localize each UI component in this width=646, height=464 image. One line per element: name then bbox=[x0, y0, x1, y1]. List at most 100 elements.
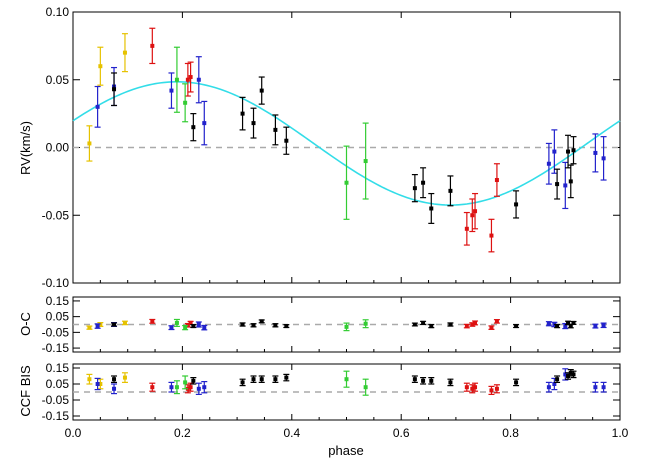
point-marker bbox=[273, 127, 278, 132]
bis-data-point bbox=[190, 377, 197, 385]
point-marker bbox=[568, 324, 573, 329]
rv-data-point bbox=[190, 113, 197, 142]
rv-data-point bbox=[567, 164, 574, 199]
rv-data-point bbox=[250, 107, 257, 139]
bis-data-point bbox=[592, 381, 599, 393]
bis-data-point bbox=[97, 378, 104, 390]
rv-data-point bbox=[187, 61, 194, 93]
point-marker bbox=[185, 77, 190, 82]
point-marker bbox=[191, 125, 196, 130]
oc-data-point bbox=[149, 318, 156, 324]
bis-data-point bbox=[428, 377, 435, 385]
point-marker bbox=[489, 325, 494, 330]
point-marker bbox=[494, 386, 499, 391]
bis-data-point bbox=[121, 372, 128, 383]
point-marker bbox=[568, 370, 573, 375]
rv-ytick-label: 0.10 bbox=[46, 5, 70, 19]
point-marker bbox=[363, 385, 368, 390]
rv-data-point bbox=[111, 72, 118, 107]
bis-data-point bbox=[149, 382, 156, 392]
point-marker bbox=[421, 320, 426, 325]
point-marker bbox=[473, 385, 478, 390]
oc-data-point bbox=[86, 325, 93, 330]
rv-panel: -0.10 -0.05 0.00 0.05 0.10 bbox=[42, 5, 621, 290]
rv-data-point bbox=[343, 145, 350, 220]
point-marker bbox=[563, 372, 568, 377]
point-marker bbox=[363, 321, 368, 326]
point-marker bbox=[183, 100, 188, 105]
point-marker bbox=[601, 156, 606, 161]
oc-data-point bbox=[250, 323, 257, 328]
oc-data-point bbox=[554, 323, 561, 329]
rv-data-point bbox=[420, 167, 427, 199]
point-marker bbox=[344, 324, 349, 329]
rv-data-point bbox=[551, 129, 558, 174]
rv-data-point bbox=[592, 133, 599, 173]
oc-data-point bbox=[111, 322, 118, 327]
rv-ytick-label: -0.05 bbox=[42, 208, 70, 222]
point-marker bbox=[412, 377, 417, 382]
oc-data-point bbox=[545, 321, 552, 327]
point-marker bbox=[429, 378, 434, 383]
point-marker bbox=[169, 88, 174, 93]
oc-data-point bbox=[283, 324, 290, 329]
rv-data-point bbox=[94, 85, 101, 128]
bis-data-point bbox=[182, 375, 189, 390]
point-marker bbox=[571, 148, 576, 153]
point-marker bbox=[95, 382, 100, 386]
point-marker bbox=[202, 325, 207, 330]
rv-data-point bbox=[97, 46, 104, 86]
rv-data-point bbox=[201, 100, 208, 146]
point-marker bbox=[202, 385, 207, 390]
point-marker bbox=[169, 325, 174, 330]
point-marker bbox=[112, 386, 117, 391]
point-marker bbox=[202, 121, 207, 126]
rv-data-point bbox=[447, 175, 454, 207]
rv-data-point bbox=[173, 46, 180, 113]
bis-ytick-label: 0.05 bbox=[46, 377, 70, 391]
bis-data-point bbox=[195, 382, 202, 395]
oc-data-point bbox=[272, 323, 279, 328]
bis-data-point bbox=[420, 377, 427, 385]
oc-data-point bbox=[239, 322, 246, 327]
x-tick-label: 0.0 bbox=[65, 426, 82, 440]
point-marker bbox=[555, 377, 560, 382]
oc-panel: -0.15 -0.050.05 0.15 bbox=[42, 294, 621, 355]
rv-data-point bbox=[472, 192, 479, 230]
bis-data-point bbox=[201, 381, 208, 394]
oc-data-point bbox=[447, 322, 454, 327]
bis-data-point bbox=[493, 384, 500, 394]
oc-data-point bbox=[411, 322, 418, 327]
point-marker bbox=[421, 180, 426, 185]
point-marker bbox=[563, 183, 568, 188]
oc-data-point bbox=[428, 323, 435, 329]
bis-data-point bbox=[239, 378, 246, 387]
x-tick-label: 1.0 bbox=[612, 426, 629, 440]
rv-data-point bbox=[463, 211, 470, 246]
rv-data-point bbox=[428, 192, 435, 224]
point-marker bbox=[112, 322, 117, 327]
x-tick-label: 0.8 bbox=[502, 426, 519, 440]
rv-data-point bbox=[570, 136, 577, 165]
oc-data-point bbox=[182, 325, 189, 331]
x-tick-label: 0.2 bbox=[174, 426, 191, 440]
oc-data-point bbox=[343, 322, 350, 332]
bis-ytick-label: -0.15 bbox=[42, 409, 70, 423]
oc-data-point bbox=[513, 324, 520, 329]
point-marker bbox=[429, 206, 434, 211]
point-marker bbox=[87, 377, 92, 382]
point-marker bbox=[196, 322, 201, 327]
point-marker bbox=[188, 75, 193, 80]
point-marker bbox=[546, 385, 551, 390]
rv-data-point bbox=[469, 198, 476, 233]
point-marker bbox=[448, 188, 453, 193]
point-marker bbox=[188, 320, 193, 325]
bis-panel: -0.15 -0.05 0.05 0.15 0.0 0.2 0.4 0.6 0.8 1.0 bbox=[42, 361, 629, 440]
bis-data-point bbox=[411, 375, 418, 383]
point-marker bbox=[448, 322, 453, 327]
rv-data-point bbox=[239, 96, 246, 131]
bis-data-point bbox=[168, 381, 175, 393]
rv-data-point bbox=[121, 33, 128, 73]
oc-data-point bbox=[195, 321, 202, 328]
bis-data-point bbox=[513, 378, 520, 387]
